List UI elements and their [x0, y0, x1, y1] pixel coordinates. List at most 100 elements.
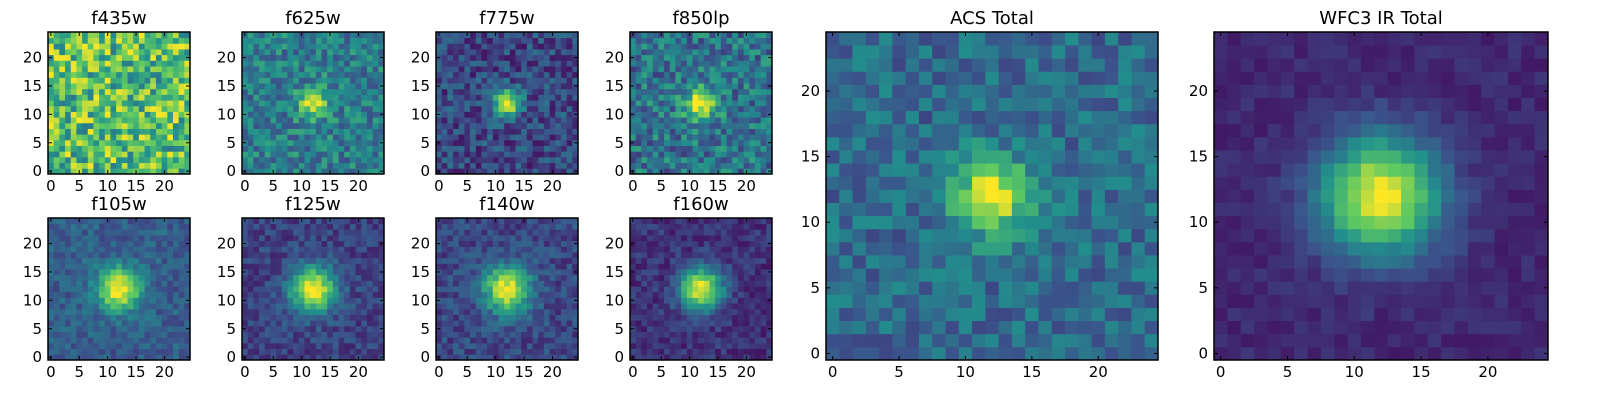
heatmap-cell	[749, 117, 756, 124]
heatmap-cell	[327, 122, 334, 129]
heatmap-cell	[526, 66, 533, 73]
heatmap-cell	[635, 348, 642, 355]
x-tick-label: 0	[628, 177, 638, 195]
heatmap-cell	[178, 100, 185, 107]
heatmap-cell	[509, 320, 516, 327]
heatmap-cell	[121, 252, 128, 259]
heatmap-cell	[93, 303, 100, 310]
heatmap-cell	[737, 49, 744, 56]
heatmap-cell	[504, 134, 511, 141]
heatmap-cell	[133, 348, 140, 355]
heatmap-cell	[509, 151, 516, 158]
heatmap-cell	[703, 71, 710, 78]
heatmap-cell	[133, 94, 140, 101]
heatmap-cell	[720, 100, 727, 107]
heatmap-cell	[82, 128, 89, 135]
heatmap-cell	[760, 274, 767, 281]
heatmap-cell	[366, 145, 374, 152]
heatmap-cell	[264, 320, 271, 327]
heatmap-cell	[281, 297, 288, 304]
heatmap-cell	[703, 308, 710, 315]
heatmap-cell	[242, 320, 249, 327]
heatmap-cell	[743, 325, 750, 332]
heatmap-cell	[93, 337, 100, 344]
heatmap-cell	[538, 257, 545, 264]
heatmap-cell	[521, 77, 528, 84]
heatmap-cell	[754, 325, 762, 332]
heatmap-cell	[93, 280, 100, 287]
heatmap-cell	[572, 151, 579, 158]
heatmap-cell	[253, 291, 260, 298]
heatmap-cell	[366, 32, 374, 39]
heatmap-cell	[161, 60, 168, 67]
heatmap-cell	[315, 77, 322, 84]
heatmap-cell	[138, 32, 145, 39]
heatmap-cell	[349, 77, 356, 84]
heatmap-cell	[361, 348, 368, 355]
heatmap-cell	[515, 337, 522, 344]
heatmap-cell	[560, 94, 568, 101]
heatmap-cell	[242, 348, 249, 355]
heatmap-cell	[127, 218, 134, 225]
heatmap-cell	[458, 291, 465, 298]
heatmap-cell	[560, 32, 568, 39]
heatmap-cell	[70, 32, 77, 39]
heatmap-cell	[247, 162, 254, 169]
heatmap-cell	[167, 32, 174, 39]
heatmap-cell	[372, 134, 379, 141]
heatmap-cell	[658, 320, 665, 327]
heatmap-cell	[441, 308, 448, 315]
heatmap-cell	[754, 54, 762, 61]
heatmap-cell	[178, 263, 185, 270]
heatmap-cell	[715, 342, 722, 350]
heatmap-cell	[53, 303, 60, 310]
heatmap-cell	[441, 54, 448, 61]
heatmap-cell	[766, 88, 773, 95]
heatmap-cell	[167, 88, 174, 95]
heatmap-cell	[475, 83, 482, 90]
heatmap-cell	[766, 128, 773, 135]
heatmap-cell	[127, 269, 134, 276]
heatmap-cell	[144, 139, 151, 146]
heatmap-cell	[293, 128, 300, 135]
heatmap-cell	[138, 257, 145, 264]
heatmap-cell	[344, 88, 351, 95]
heatmap-cell	[509, 66, 516, 73]
heatmap-cell	[366, 54, 374, 61]
heatmap-cell	[664, 308, 671, 315]
heatmap-cell	[315, 229, 322, 236]
heatmap-cell	[720, 71, 727, 78]
heatmap-cell	[287, 139, 294, 146]
heatmap-cell	[453, 291, 460, 298]
heatmap-cell	[698, 71, 705, 78]
heatmap-cell	[549, 151, 556, 158]
heatmap-cell	[366, 88, 374, 95]
heatmap-cell	[133, 139, 140, 146]
heatmap-cell	[492, 66, 499, 73]
heatmap-cell	[498, 314, 505, 321]
heatmap-cell	[630, 286, 637, 293]
heatmap-cell	[498, 331, 505, 338]
heatmap-cell	[555, 354, 562, 361]
heatmap-cell	[361, 168, 368, 175]
heatmap-cell	[167, 223, 174, 230]
heatmap-cell	[321, 122, 328, 129]
heatmap-cell	[681, 308, 688, 315]
heatmap-cell	[681, 122, 688, 129]
heatmap-cell	[110, 83, 117, 90]
heatmap-cell	[321, 263, 328, 270]
heatmap-cell	[287, 286, 294, 293]
heatmap-cell	[93, 291, 100, 298]
heatmap-cell	[172, 88, 180, 95]
heatmap-cell	[344, 274, 351, 281]
heatmap-cell	[669, 151, 676, 158]
heatmap-cell	[287, 156, 294, 164]
heatmap-cell	[161, 320, 168, 327]
heatmap-cell	[161, 83, 168, 90]
heatmap-cell	[549, 331, 556, 338]
heatmap-cell	[167, 134, 174, 141]
heatmap-cell	[48, 252, 55, 259]
heatmap-cell	[87, 297, 94, 304]
heatmap-cell	[441, 240, 448, 247]
heatmap-cell	[372, 342, 379, 350]
